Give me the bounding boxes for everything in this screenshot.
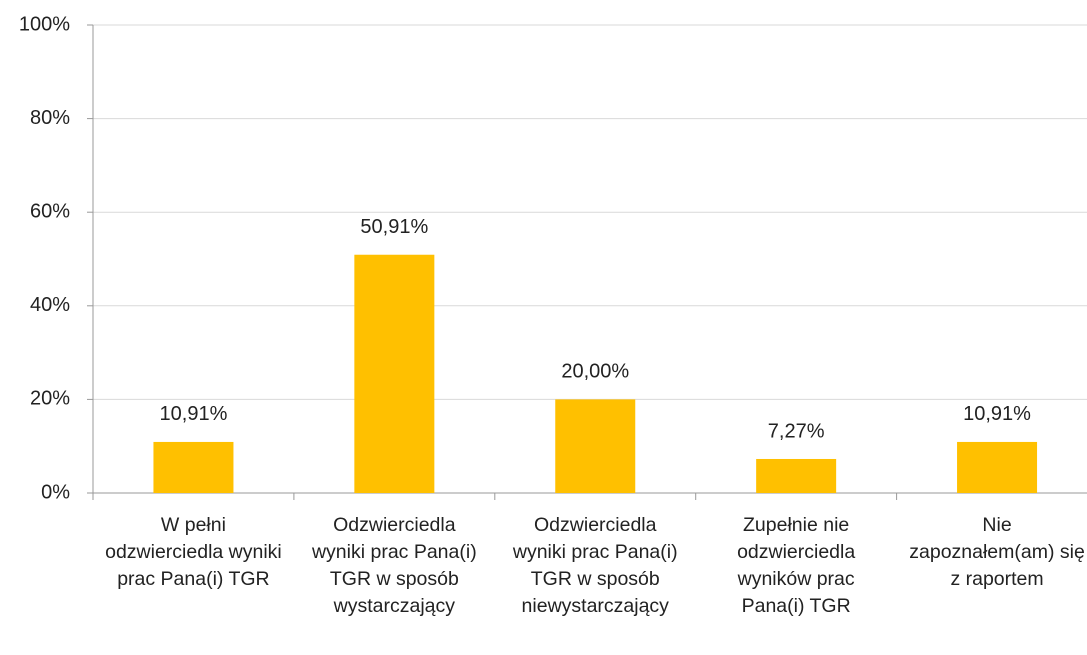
bar — [555, 399, 636, 493]
data-label: 10,91% — [160, 403, 228, 425]
bar — [354, 254, 435, 493]
x-tick-label: Odzwierciedla wyniki prac Pana(i) TGR w … — [311, 514, 477, 617]
data-label: 50,91% — [360, 216, 428, 238]
bar — [957, 441, 1038, 493]
x-tick-label: Zupełnie nie odzwierciedla wyników prac … — [737, 514, 856, 617]
y-tick-label: 60% — [30, 200, 70, 222]
data-label: 7,27% — [768, 420, 825, 442]
data-label: 10,91% — [963, 403, 1031, 425]
x-tick-label: W pełni odzwierciedla wyniki prac Pana(i… — [105, 514, 282, 590]
x-tick-label: Nie zapoznałem(am) się z raportem — [909, 514, 1085, 590]
y-tick-label: 100% — [19, 13, 70, 35]
y-tick-label: 20% — [30, 388, 70, 410]
y-tick-label: 40% — [30, 294, 70, 316]
data-label: 20,00% — [561, 361, 629, 383]
bar — [153, 441, 234, 493]
y-tick-label: 80% — [30, 107, 70, 129]
y-tick-label: 0% — [41, 481, 70, 503]
x-tick-label: Odzwierciedla wyniki prac Pana(i) TGR w … — [512, 514, 678, 617]
bar — [756, 458, 837, 493]
